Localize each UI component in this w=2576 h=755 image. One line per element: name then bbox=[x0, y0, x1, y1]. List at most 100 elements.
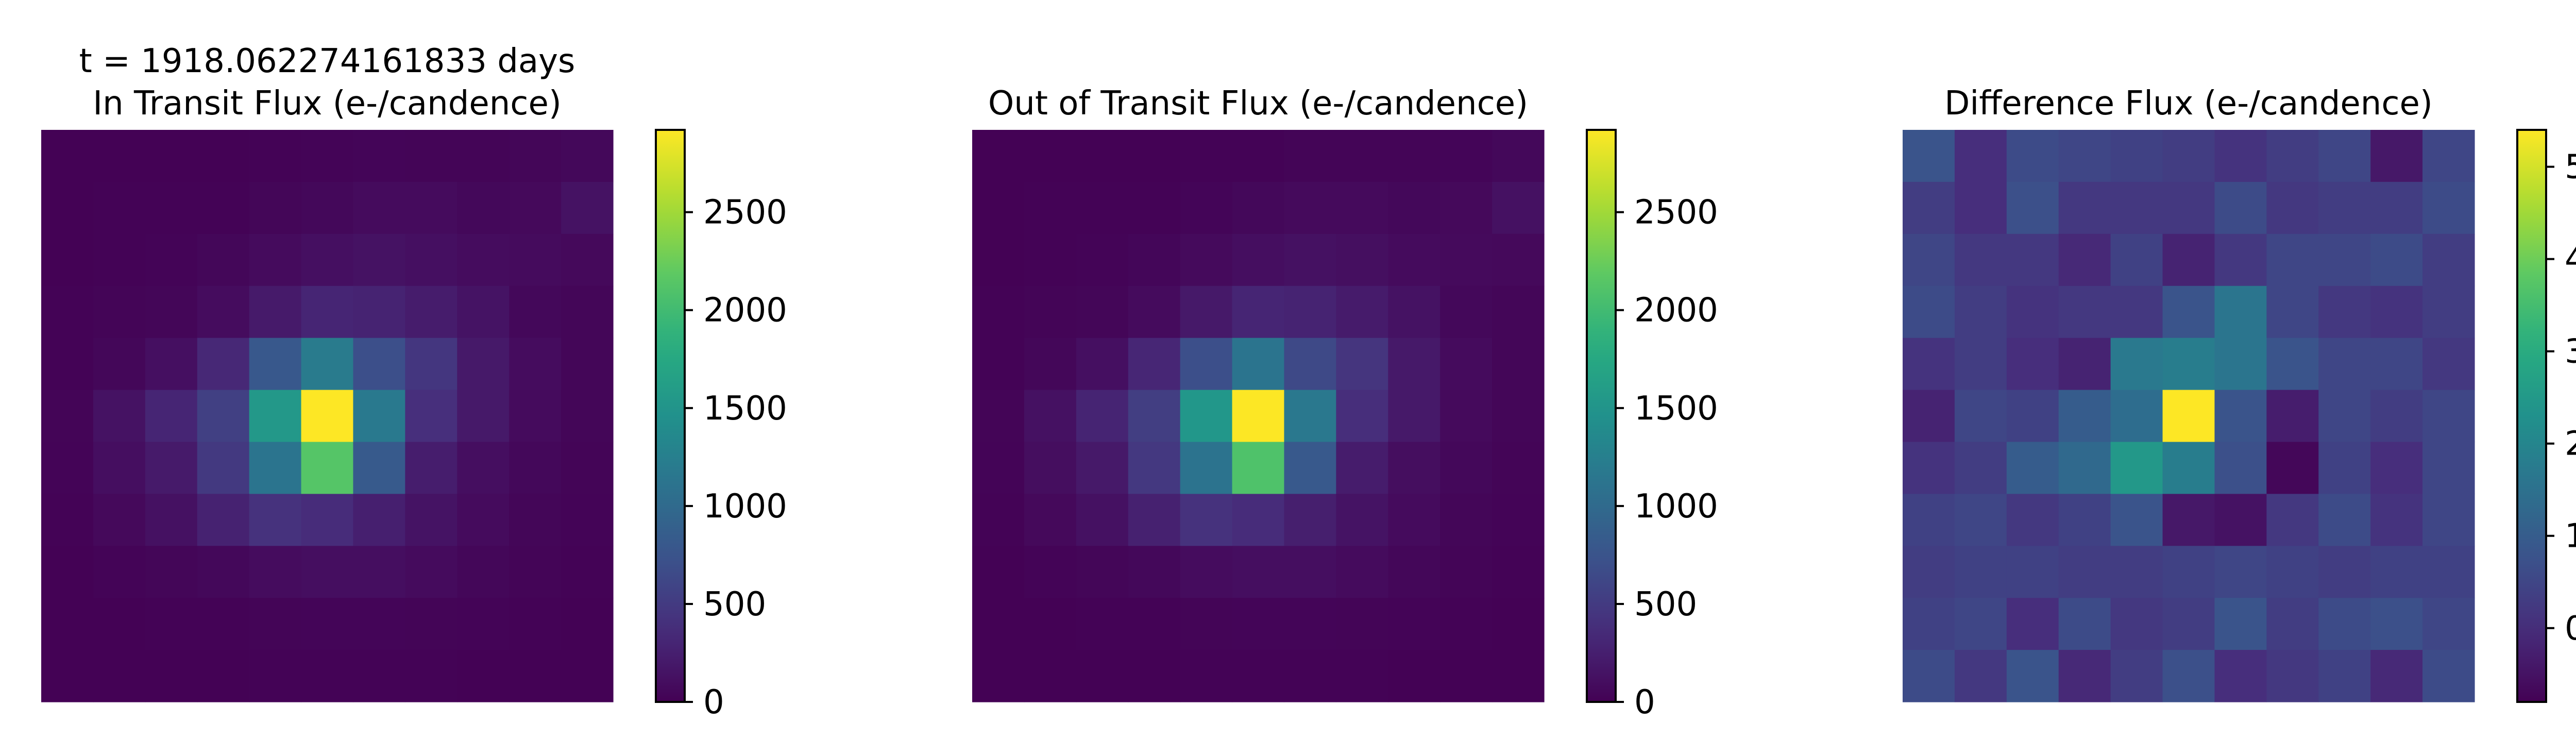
heatmap-cell bbox=[353, 494, 405, 546]
heatmap-cell bbox=[197, 390, 250, 443]
heatmap-cell bbox=[457, 442, 510, 494]
heatmap-cell bbox=[301, 442, 354, 494]
heatmap-cell bbox=[509, 286, 562, 339]
heatmap-cell bbox=[1284, 494, 1336, 546]
heatmap-cell bbox=[405, 233, 457, 287]
panel-2: Out of Transit Flux (e-/candence) 0 500 100… bbox=[972, 85, 1718, 722]
heatmap-cell bbox=[1388, 181, 1440, 234]
heatmap-cell bbox=[1388, 442, 1440, 494]
heatmap-cell bbox=[197, 546, 250, 598]
panel-title: Out of Transit Flux (e-/candence) bbox=[988, 85, 1528, 123]
heatmap-cell bbox=[1903, 181, 1955, 234]
heatmap-cell bbox=[1232, 130, 1285, 182]
heatmap-cell bbox=[2006, 181, 2059, 234]
heatmap-cell bbox=[41, 338, 94, 391]
heatmap-cell bbox=[1903, 650, 1955, 702]
heatmap-cell bbox=[972, 442, 1025, 494]
heatmap-cell bbox=[93, 286, 146, 339]
heatmap-cell bbox=[145, 286, 198, 339]
heatmap-cell bbox=[2370, 390, 2423, 443]
heatmap-cell bbox=[145, 130, 198, 182]
panel-subtitle: t = 1918.062274161833 days bbox=[79, 42, 575, 80]
heatmap-cell bbox=[2058, 233, 2111, 287]
heatmap-cell bbox=[972, 598, 1025, 650]
heatmap-cell bbox=[93, 494, 146, 546]
heatmap bbox=[41, 130, 614, 702]
heatmap-cell bbox=[1024, 442, 1077, 494]
heatmap-cell bbox=[1954, 181, 2007, 234]
heatmap-cell bbox=[197, 442, 250, 494]
heatmap-cell bbox=[2318, 181, 2371, 234]
heatmap-cell bbox=[197, 181, 250, 234]
heatmap-cell bbox=[509, 390, 562, 443]
heatmap-cell bbox=[561, 286, 614, 339]
heatmap-cell bbox=[509, 233, 562, 287]
heatmap-cell bbox=[1388, 130, 1440, 182]
heatmap-cell bbox=[1492, 233, 1545, 287]
heatmap-cell bbox=[1232, 233, 1285, 287]
heatmap-cell bbox=[1492, 650, 1545, 702]
heatmap-cell bbox=[249, 181, 302, 234]
heatmap-cell bbox=[145, 494, 198, 546]
colorbar-tick-label: 2500 bbox=[703, 194, 787, 232]
heatmap-cell bbox=[405, 286, 457, 339]
heatmap-cell bbox=[2266, 338, 2319, 391]
heatmap-cell bbox=[2318, 130, 2371, 182]
heatmap-cell bbox=[2058, 598, 2111, 650]
heatmap-cell bbox=[41, 130, 94, 182]
heatmap-cell bbox=[301, 546, 354, 598]
colorbar-tick-label: 500 bbox=[703, 585, 766, 624]
heatmap-cell bbox=[1492, 338, 1545, 391]
heatmap-cell bbox=[2162, 442, 2215, 494]
heatmap-cell bbox=[1128, 546, 1181, 598]
heatmap-cell bbox=[1076, 546, 1129, 598]
heatmap-cell bbox=[2266, 494, 2319, 546]
heatmap-cell bbox=[2318, 494, 2371, 546]
heatmap-cell bbox=[1440, 286, 1493, 339]
heatmap-cell bbox=[2058, 650, 2111, 702]
colorbar-tick-label: 1 bbox=[2565, 517, 2576, 556]
heatmap-cell bbox=[2162, 390, 2215, 443]
heatmap-cell bbox=[457, 181, 510, 234]
heatmap-cell bbox=[1232, 494, 1285, 546]
heatmap-cell bbox=[41, 233, 94, 287]
heatmap-cell bbox=[1024, 286, 1077, 339]
heatmap-cell bbox=[1284, 598, 1336, 650]
heatmap-cell bbox=[1284, 181, 1336, 234]
heatmap-cell bbox=[1954, 233, 2007, 287]
heatmap-cell bbox=[457, 598, 510, 650]
heatmap-cell bbox=[1232, 181, 1285, 234]
heatmap-cell bbox=[249, 390, 302, 443]
heatmap-cell bbox=[249, 442, 302, 494]
heatmap-cell bbox=[1128, 130, 1181, 182]
heatmap-cell bbox=[1492, 286, 1545, 339]
heatmap-cell bbox=[972, 650, 1025, 702]
panel-title: In Transit Flux (e-/candence) bbox=[93, 85, 562, 123]
heatmap-cell bbox=[561, 181, 614, 234]
heatmap-cell bbox=[1903, 442, 1955, 494]
heatmap-cell bbox=[145, 338, 198, 391]
heatmap-cell bbox=[972, 494, 1025, 546]
colorbar bbox=[2516, 129, 2547, 703]
heatmap-cell bbox=[1388, 338, 1440, 391]
heatmap-cell bbox=[1954, 286, 2007, 339]
heatmap-cell bbox=[1024, 181, 1077, 234]
heatmap-cell bbox=[405, 650, 457, 702]
heatmap-cell bbox=[2110, 494, 2163, 546]
colorbar bbox=[1586, 129, 1617, 703]
heatmap-cell bbox=[2370, 233, 2423, 287]
heatmap-cell bbox=[1180, 233, 1233, 287]
heatmap-cell bbox=[1284, 286, 1336, 339]
heatmap-cell bbox=[1076, 650, 1129, 702]
heatmap-cell bbox=[2318, 598, 2371, 650]
heatmap-cell bbox=[2422, 286, 2475, 339]
heatmap-cell bbox=[1388, 598, 1440, 650]
heatmap-cell bbox=[1492, 130, 1545, 182]
heatmap-cell bbox=[2006, 494, 2059, 546]
heatmap-cell bbox=[2370, 598, 2423, 650]
heatmap-cell bbox=[457, 390, 510, 443]
heatmap-cell bbox=[1954, 130, 2007, 182]
heatmap-cell bbox=[2110, 233, 2163, 287]
heatmap-cell bbox=[2110, 130, 2163, 182]
